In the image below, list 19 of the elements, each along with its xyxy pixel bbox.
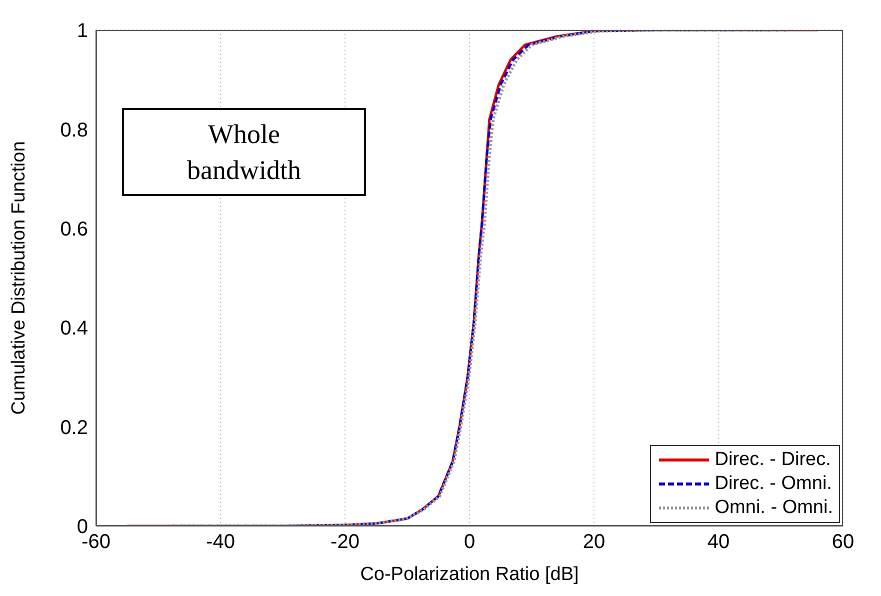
x-axis-title: Co-Polarization Ratio [dB] bbox=[360, 564, 579, 585]
legend-label: Omni. - Omni. bbox=[714, 496, 833, 520]
y-tick-label: 0.8 bbox=[60, 119, 88, 142]
x-tick-label: 40 bbox=[707, 531, 730, 554]
x-tick-label: 20 bbox=[582, 531, 606, 554]
y-tick-label: 0.2 bbox=[60, 416, 88, 439]
y-tick-label: 0.6 bbox=[60, 218, 88, 240]
x-tick-label: -20 bbox=[330, 531, 360, 554]
y-axis-title: Cumulative Distribution Function bbox=[8, 141, 30, 415]
legend-label: Direc. - Direc. bbox=[714, 448, 831, 472]
y-tick-label: 0 bbox=[76, 516, 88, 538]
legend-label: Direc. - Omni. bbox=[714, 472, 832, 496]
annotation: Whole bandwidth bbox=[186, 118, 302, 187]
x-tick-label: 60 bbox=[832, 531, 854, 554]
y-tick-label: 0.4 bbox=[60, 318, 88, 340]
y-tick-label: 1 bbox=[76, 20, 88, 42]
text-box: Whole bandwidth bbox=[122, 108, 366, 196]
x-tick-label: 0 bbox=[464, 531, 476, 554]
x-tick-label: -40 bbox=[206, 531, 235, 554]
